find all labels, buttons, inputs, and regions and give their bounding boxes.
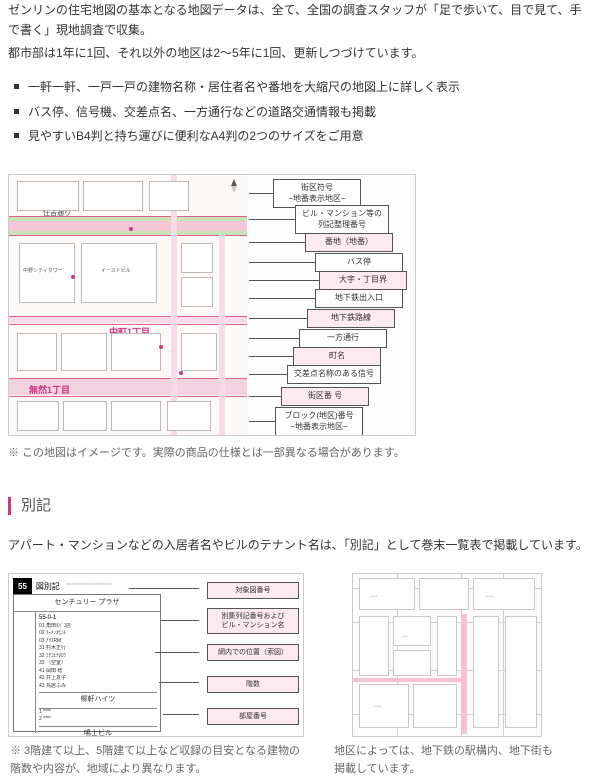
legend-leader (249, 242, 305, 243)
legend-label: 交差点名称のある信号 (287, 365, 381, 383)
intro-line-1: ゼンリンの住宅地図の基本となる地図データは、全て、全国の調査スタッフが「足で歩い… (8, 0, 593, 41)
bekki-sample-figure: 55 図別記 ************************ センチュリー プ… (8, 573, 304, 737)
intro: ゼンリンの住宅地図の基本となる地図データは、全て、全国の調査スタッフが「足で歩い… (8, 0, 593, 63)
legend-label: ビル・マンション等の 列記整理番号 (295, 205, 389, 234)
legend-leader (249, 318, 307, 319)
section-heading-bekki: 別記 (8, 493, 593, 519)
legend-label: 町名 (293, 347, 381, 365)
legend-label: 街区番 号 (281, 387, 369, 405)
bekki-rows: 55-0-1 01 角田ﾀﾊﾞｺ店 02 ﾗｰﾒﾝ北斗 03 ｱﾘｽRM 31 … (36, 612, 160, 733)
bekki-row: 55 図別記 ************************ センチュリー プ… (8, 573, 593, 778)
legend-label: ブロック(地区)番号 −地番表示地区− (275, 407, 363, 436)
bekki-legend-label: 部屋番号 (207, 708, 299, 725)
legend-leader (249, 193, 273, 194)
map-legend-item: 番地（地番） (249, 233, 393, 251)
map-legend-item: ビル・マンション等の 列記整理番号 (249, 205, 389, 234)
legend-leader (249, 421, 275, 422)
bekki-right-column: **** ***** *** **** 地区によっては、地下鉄の駅構内、地下街も… (334, 573, 560, 778)
bekki-badge: 55 (13, 578, 32, 596)
legend-label: バス停 (315, 253, 403, 271)
legend-leader (249, 262, 315, 263)
feature-item: 見やすいB4判と持ち運びに便利なA4判の2つのサイズをご用意 (14, 126, 593, 146)
bekki-legend-label: 対象図番号 (207, 582, 299, 599)
map-legend-item: 街区番 号 (249, 387, 369, 405)
legend-label: 番地（地番） (305, 233, 393, 251)
legend-leader (249, 356, 293, 357)
compass-icon (227, 179, 241, 193)
bekki-left-column: 55 図別記 ************************ センチュリー プ… (8, 573, 308, 778)
bekki-legend-leader (163, 714, 199, 715)
bekki-legend-label: 別集列記番号および ビル・マンション名 (207, 608, 299, 634)
map-sample-figure: 住吉通り 中野シティタワー イーストビル 中町1丁目 無然1丁目 (8, 174, 416, 436)
map-legend-item: ブロック(地区)番号 −地番表示地区− (249, 407, 363, 436)
map-pane: 住吉通り 中野シティタワー イーストビル 中町1丁目 無然1丁目 (9, 175, 247, 435)
bekki-description: アパート・マンションなどの入居者名やビルのテナント名は、「別記」として巻末一覧表… (8, 535, 593, 555)
legend-label: 地下鉄路線 (307, 309, 395, 327)
legend-leader (249, 219, 295, 220)
map-legend-item: 地下鉄路線 (249, 309, 395, 327)
feature-item: 一軒一軒、一戸一戸の建物名称・居住者名や番地を大縮尺の地図上に詳しく表示 (14, 77, 593, 97)
feature-list: 一軒一軒、一戸一戸の建物名称・居住者名や番地を大縮尺の地図上に詳しく表示 バス停… (14, 77, 593, 146)
map-legend-item: 交差点名称のある信号 (249, 365, 381, 383)
legend-label: 一方通行 (299, 329, 387, 347)
legend-leader (249, 396, 281, 397)
bekki-list-frame: センチュリー プラザ 55-0-1 01 角田ﾀﾊﾞｺ店 02 ﾗｰﾒﾝ北斗 0… (13, 594, 161, 732)
legend-label: 街区符号 −地番表示地区− (273, 179, 361, 208)
bekki-legend-leader (161, 620, 199, 621)
district-label: 無然1丁目 (29, 383, 70, 398)
legend-leader (249, 374, 287, 375)
map-legend-item: 大字・丁目界 (249, 271, 407, 289)
bekki-legend-leader (129, 588, 199, 589)
legend-leader (249, 298, 315, 299)
bekki-legend-leader (159, 682, 199, 683)
heading-text: 別記 (21, 493, 51, 519)
bekki-legend-leader (155, 652, 199, 653)
bekki-caption-left: ※ 3階建て以上、5階建て以上など収録の目安となる建物の階数や内容が、地域により… (8, 743, 308, 778)
map-caption: ※ この地図はイメージです。実際の商品の仕様とは一部異なる場合があります。 (8, 444, 593, 463)
bekki-caption-right: 地区によっては、地下鉄の駅構内、地下街も掲載しています。 (334, 743, 560, 778)
intro-line-2: 都市部は1年に1回、それ以外の地区は2〜5年に1回、更新しつづけています。 (8, 43, 593, 63)
map-legend-item: バス停 (249, 253, 403, 271)
legend-leader (249, 280, 319, 281)
heading-bar (8, 497, 11, 515)
bekki-legend: 対象図番号別集列記番号および ビル・マンション名網内での位置（索図） 階数部屋番号 (169, 580, 299, 732)
map-legend-item: 街区符号 −地番表示地区− (249, 179, 361, 208)
legend-label: 大字・丁目界 (319, 271, 407, 289)
legend-leader (249, 338, 299, 339)
bekki-header: 55 図別記 ************************ (13, 578, 113, 596)
map-legend-item: 町名 (249, 347, 381, 365)
legend-label: 地下鉄出入口 (315, 289, 403, 307)
bekki-building-a: センチュリー プラザ (14, 595, 160, 612)
feature-item: バス停、信号機、交差点名、一方通行などの道路交通情報も掲載 (14, 102, 593, 122)
bekki-legend-label: 階数 (207, 676, 299, 693)
bekki-badge-title: 図別記 (36, 580, 60, 594)
bekki-legend-label: 網内での位置（索図） (207, 644, 299, 661)
map-legend-item: 地下鉄出入口 (249, 289, 403, 307)
subway-sample-figure: **** ***** *** **** (352, 573, 542, 737)
map-legend: 街区符号 −地番表示地区−ビル・マンション等の 列記整理番号番地（地番） バス停大… (249, 175, 415, 435)
map-legend-item: 一方通行 (249, 329, 387, 347)
